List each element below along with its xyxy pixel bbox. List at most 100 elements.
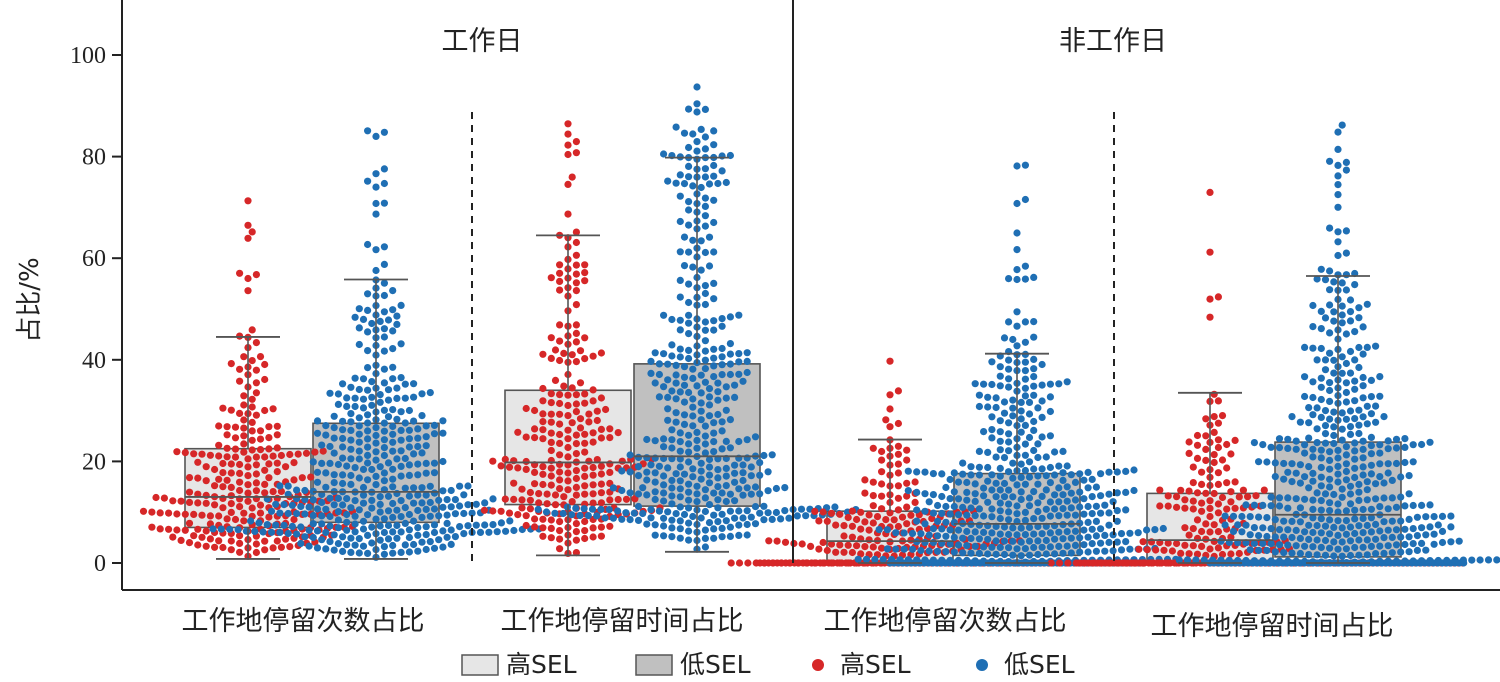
point-high bbox=[248, 357, 256, 365]
point-high bbox=[227, 360, 235, 368]
point-low bbox=[1021, 392, 1029, 400]
point-high bbox=[581, 430, 589, 438]
point-high bbox=[248, 228, 256, 236]
point-low bbox=[689, 403, 697, 411]
point-low bbox=[1117, 546, 1126, 554]
point-low bbox=[1084, 518, 1092, 527]
point-low bbox=[355, 414, 363, 422]
point-low bbox=[1367, 505, 1375, 513]
point-low bbox=[426, 482, 434, 490]
point-low bbox=[372, 199, 380, 208]
point-low bbox=[330, 434, 338, 442]
point-low bbox=[418, 484, 426, 492]
point-low bbox=[722, 472, 730, 480]
point-high bbox=[556, 451, 564, 459]
point-low bbox=[701, 300, 710, 309]
point-low bbox=[347, 548, 355, 557]
point-high bbox=[1193, 431, 1202, 440]
point-high bbox=[894, 450, 903, 458]
point-low bbox=[971, 497, 979, 505]
point-low bbox=[1030, 273, 1038, 281]
point-low bbox=[430, 505, 439, 513]
point-low bbox=[664, 405, 672, 413]
point-high bbox=[277, 543, 285, 551]
point-high bbox=[593, 456, 601, 464]
point-low bbox=[618, 467, 626, 475]
point-low bbox=[1372, 402, 1380, 410]
point-high bbox=[252, 540, 260, 548]
point-low bbox=[743, 349, 751, 357]
point-high bbox=[581, 472, 589, 480]
point-high bbox=[597, 499, 606, 507]
point-low bbox=[359, 483, 368, 492]
point-high bbox=[848, 548, 857, 557]
point-high bbox=[156, 525, 164, 533]
point-high bbox=[286, 450, 294, 459]
point-low bbox=[430, 521, 439, 529]
point-low bbox=[660, 435, 668, 443]
point-low bbox=[1305, 551, 1313, 559]
point-low bbox=[689, 422, 697, 430]
point-low bbox=[368, 393, 376, 401]
point-low bbox=[904, 556, 912, 564]
point-low bbox=[1326, 507, 1334, 515]
point-low bbox=[1021, 384, 1029, 392]
point-low bbox=[1042, 486, 1050, 494]
point-low bbox=[946, 475, 954, 484]
point-high bbox=[244, 221, 252, 229]
point-low bbox=[1359, 350, 1367, 358]
point-high bbox=[244, 472, 252, 480]
point-high bbox=[236, 469, 244, 477]
point-low bbox=[293, 509, 301, 518]
point-low bbox=[272, 500, 280, 508]
y-axis-label: 占比/% bbox=[15, 257, 45, 342]
point-low bbox=[1113, 468, 1121, 476]
point-low bbox=[701, 326, 710, 334]
point-low bbox=[988, 513, 996, 521]
point-low bbox=[701, 282, 710, 290]
point-low bbox=[954, 556, 963, 564]
point-low bbox=[967, 534, 975, 543]
point-high bbox=[1168, 547, 1176, 555]
point-low bbox=[380, 469, 388, 477]
point-low bbox=[1330, 317, 1338, 325]
point-high bbox=[1189, 505, 1197, 513]
point-low bbox=[676, 503, 684, 511]
point-high bbox=[547, 410, 555, 418]
point-low bbox=[1346, 523, 1355, 531]
point-low bbox=[1376, 557, 1384, 565]
point-high bbox=[215, 452, 223, 460]
point-low bbox=[1250, 439, 1258, 447]
point-low bbox=[1000, 398, 1009, 406]
point-low bbox=[368, 539, 376, 547]
point-low bbox=[1063, 497, 1071, 505]
point-high bbox=[589, 481, 597, 489]
point-low bbox=[1221, 521, 1229, 529]
point-low bbox=[347, 480, 355, 488]
point-low bbox=[680, 262, 689, 270]
point-low bbox=[710, 419, 718, 427]
point-low bbox=[380, 406, 388, 414]
point-low bbox=[351, 464, 359, 472]
point-high bbox=[572, 467, 581, 475]
point-high bbox=[878, 480, 886, 488]
point-low bbox=[1388, 476, 1396, 484]
point-low bbox=[996, 363, 1004, 371]
point-low bbox=[489, 495, 497, 503]
point-high bbox=[882, 416, 890, 424]
point-low bbox=[1367, 393, 1375, 401]
point-low bbox=[756, 509, 764, 517]
point-low bbox=[313, 478, 322, 486]
point-low bbox=[1034, 453, 1042, 462]
point-high bbox=[1214, 293, 1222, 301]
point-low bbox=[372, 183, 380, 191]
point-high bbox=[1206, 545, 1214, 553]
point-low bbox=[743, 436, 751, 444]
point-low bbox=[1021, 480, 1029, 488]
point-high bbox=[794, 559, 802, 567]
point-low bbox=[946, 556, 954, 564]
point-low bbox=[988, 426, 996, 434]
point-low bbox=[1092, 532, 1100, 540]
point-low bbox=[510, 526, 518, 535]
point-low bbox=[355, 324, 363, 332]
